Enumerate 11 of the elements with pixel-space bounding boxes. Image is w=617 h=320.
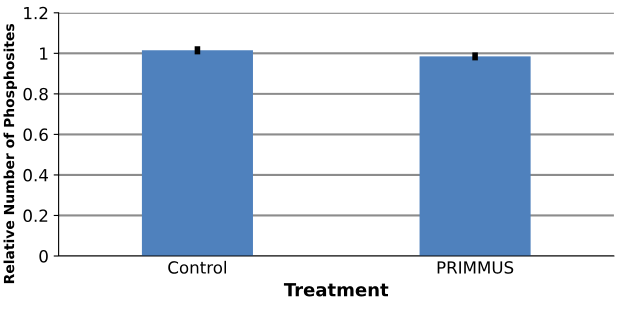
x-tick-label: PRIMMUS bbox=[438, 261, 514, 274]
y-tick-label: 0.2 bbox=[23, 209, 48, 222]
x-tick-label: Control bbox=[168, 260, 226, 274]
y-tick-label: 1 bbox=[40, 48, 48, 60]
x-axis-title: Treatment bbox=[284, 283, 388, 297]
y-tick-label: 0.8 bbox=[23, 88, 48, 100]
y-tick-label: 0 bbox=[39, 250, 48, 263]
y-axis-title: Relative Number of Phosphosites bbox=[4, 24, 17, 284]
y-tick-label: 0.6 bbox=[23, 128, 48, 141]
y-tick-label: 1.2 bbox=[24, 6, 48, 20]
y-tick-label: 0.4 bbox=[23, 168, 48, 182]
